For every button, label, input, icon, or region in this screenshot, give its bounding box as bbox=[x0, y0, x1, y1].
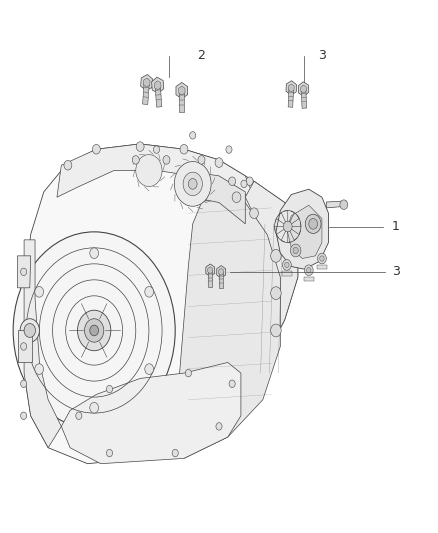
Polygon shape bbox=[219, 272, 223, 288]
Polygon shape bbox=[300, 85, 307, 93]
Circle shape bbox=[190, 132, 196, 139]
Circle shape bbox=[188, 179, 197, 189]
Circle shape bbox=[215, 158, 223, 167]
Text: 2: 2 bbox=[198, 50, 205, 62]
Circle shape bbox=[21, 343, 27, 350]
Polygon shape bbox=[18, 330, 32, 362]
Circle shape bbox=[307, 268, 311, 273]
Circle shape bbox=[320, 256, 324, 261]
Circle shape bbox=[153, 146, 159, 154]
Polygon shape bbox=[24, 240, 61, 448]
Circle shape bbox=[271, 287, 281, 300]
Circle shape bbox=[76, 412, 82, 419]
Polygon shape bbox=[206, 264, 215, 277]
Polygon shape bbox=[282, 271, 292, 276]
Circle shape bbox=[340, 200, 348, 209]
Polygon shape bbox=[154, 81, 161, 90]
Polygon shape bbox=[143, 78, 150, 87]
Circle shape bbox=[64, 160, 72, 170]
Polygon shape bbox=[24, 144, 298, 464]
Circle shape bbox=[180, 144, 188, 154]
Circle shape bbox=[305, 214, 321, 233]
Polygon shape bbox=[286, 81, 297, 95]
Circle shape bbox=[20, 319, 39, 342]
Circle shape bbox=[172, 449, 178, 457]
Circle shape bbox=[318, 253, 326, 264]
Polygon shape bbox=[175, 171, 245, 224]
Polygon shape bbox=[317, 265, 327, 269]
Circle shape bbox=[293, 247, 298, 254]
Polygon shape bbox=[208, 266, 213, 274]
Circle shape bbox=[90, 248, 99, 259]
Circle shape bbox=[136, 155, 162, 187]
Circle shape bbox=[174, 161, 211, 206]
Circle shape bbox=[183, 172, 202, 196]
Polygon shape bbox=[155, 85, 162, 107]
Polygon shape bbox=[143, 82, 149, 104]
Circle shape bbox=[163, 156, 170, 164]
Circle shape bbox=[229, 177, 236, 185]
Circle shape bbox=[283, 260, 291, 270]
Circle shape bbox=[246, 177, 253, 185]
Circle shape bbox=[145, 287, 154, 297]
Circle shape bbox=[198, 156, 205, 164]
Polygon shape bbox=[288, 84, 294, 92]
Circle shape bbox=[283, 221, 292, 232]
Polygon shape bbox=[208, 270, 212, 287]
Circle shape bbox=[232, 192, 241, 203]
Circle shape bbox=[285, 262, 289, 268]
Polygon shape bbox=[217, 265, 226, 278]
Circle shape bbox=[216, 423, 222, 430]
Circle shape bbox=[106, 385, 113, 393]
Polygon shape bbox=[175, 192, 280, 458]
Polygon shape bbox=[176, 83, 187, 99]
Circle shape bbox=[35, 364, 43, 374]
Polygon shape bbox=[179, 86, 185, 95]
Circle shape bbox=[24, 324, 35, 337]
Polygon shape bbox=[141, 75, 153, 91]
Circle shape bbox=[21, 380, 27, 387]
Text: 3: 3 bbox=[318, 50, 326, 62]
Polygon shape bbox=[288, 88, 293, 107]
Circle shape bbox=[85, 319, 104, 342]
Circle shape bbox=[271, 324, 281, 337]
Circle shape bbox=[250, 208, 258, 219]
Polygon shape bbox=[61, 362, 241, 464]
Polygon shape bbox=[228, 181, 298, 405]
Circle shape bbox=[35, 287, 43, 297]
Polygon shape bbox=[304, 277, 314, 281]
Circle shape bbox=[21, 412, 27, 419]
Text: 3: 3 bbox=[392, 265, 400, 278]
Circle shape bbox=[78, 310, 111, 351]
Polygon shape bbox=[219, 269, 224, 276]
Text: 1: 1 bbox=[392, 220, 400, 233]
Polygon shape bbox=[152, 77, 164, 93]
Polygon shape bbox=[18, 256, 31, 288]
Circle shape bbox=[185, 369, 191, 377]
Circle shape bbox=[136, 142, 144, 151]
Polygon shape bbox=[179, 91, 184, 112]
Circle shape bbox=[309, 219, 318, 229]
Circle shape bbox=[229, 380, 235, 387]
Circle shape bbox=[145, 364, 154, 375]
Polygon shape bbox=[276, 189, 328, 269]
Circle shape bbox=[106, 449, 113, 457]
Circle shape bbox=[290, 244, 301, 257]
Circle shape bbox=[90, 325, 99, 336]
Polygon shape bbox=[57, 144, 254, 197]
Polygon shape bbox=[298, 82, 309, 96]
Circle shape bbox=[132, 156, 139, 164]
Circle shape bbox=[92, 144, 100, 154]
Circle shape bbox=[13, 232, 175, 429]
Circle shape bbox=[271, 249, 281, 262]
Circle shape bbox=[90, 402, 99, 413]
Circle shape bbox=[304, 265, 313, 276]
Polygon shape bbox=[287, 205, 322, 259]
Polygon shape bbox=[326, 201, 346, 208]
Circle shape bbox=[226, 146, 232, 154]
Circle shape bbox=[21, 268, 27, 276]
Circle shape bbox=[241, 180, 247, 188]
Polygon shape bbox=[301, 89, 307, 108]
